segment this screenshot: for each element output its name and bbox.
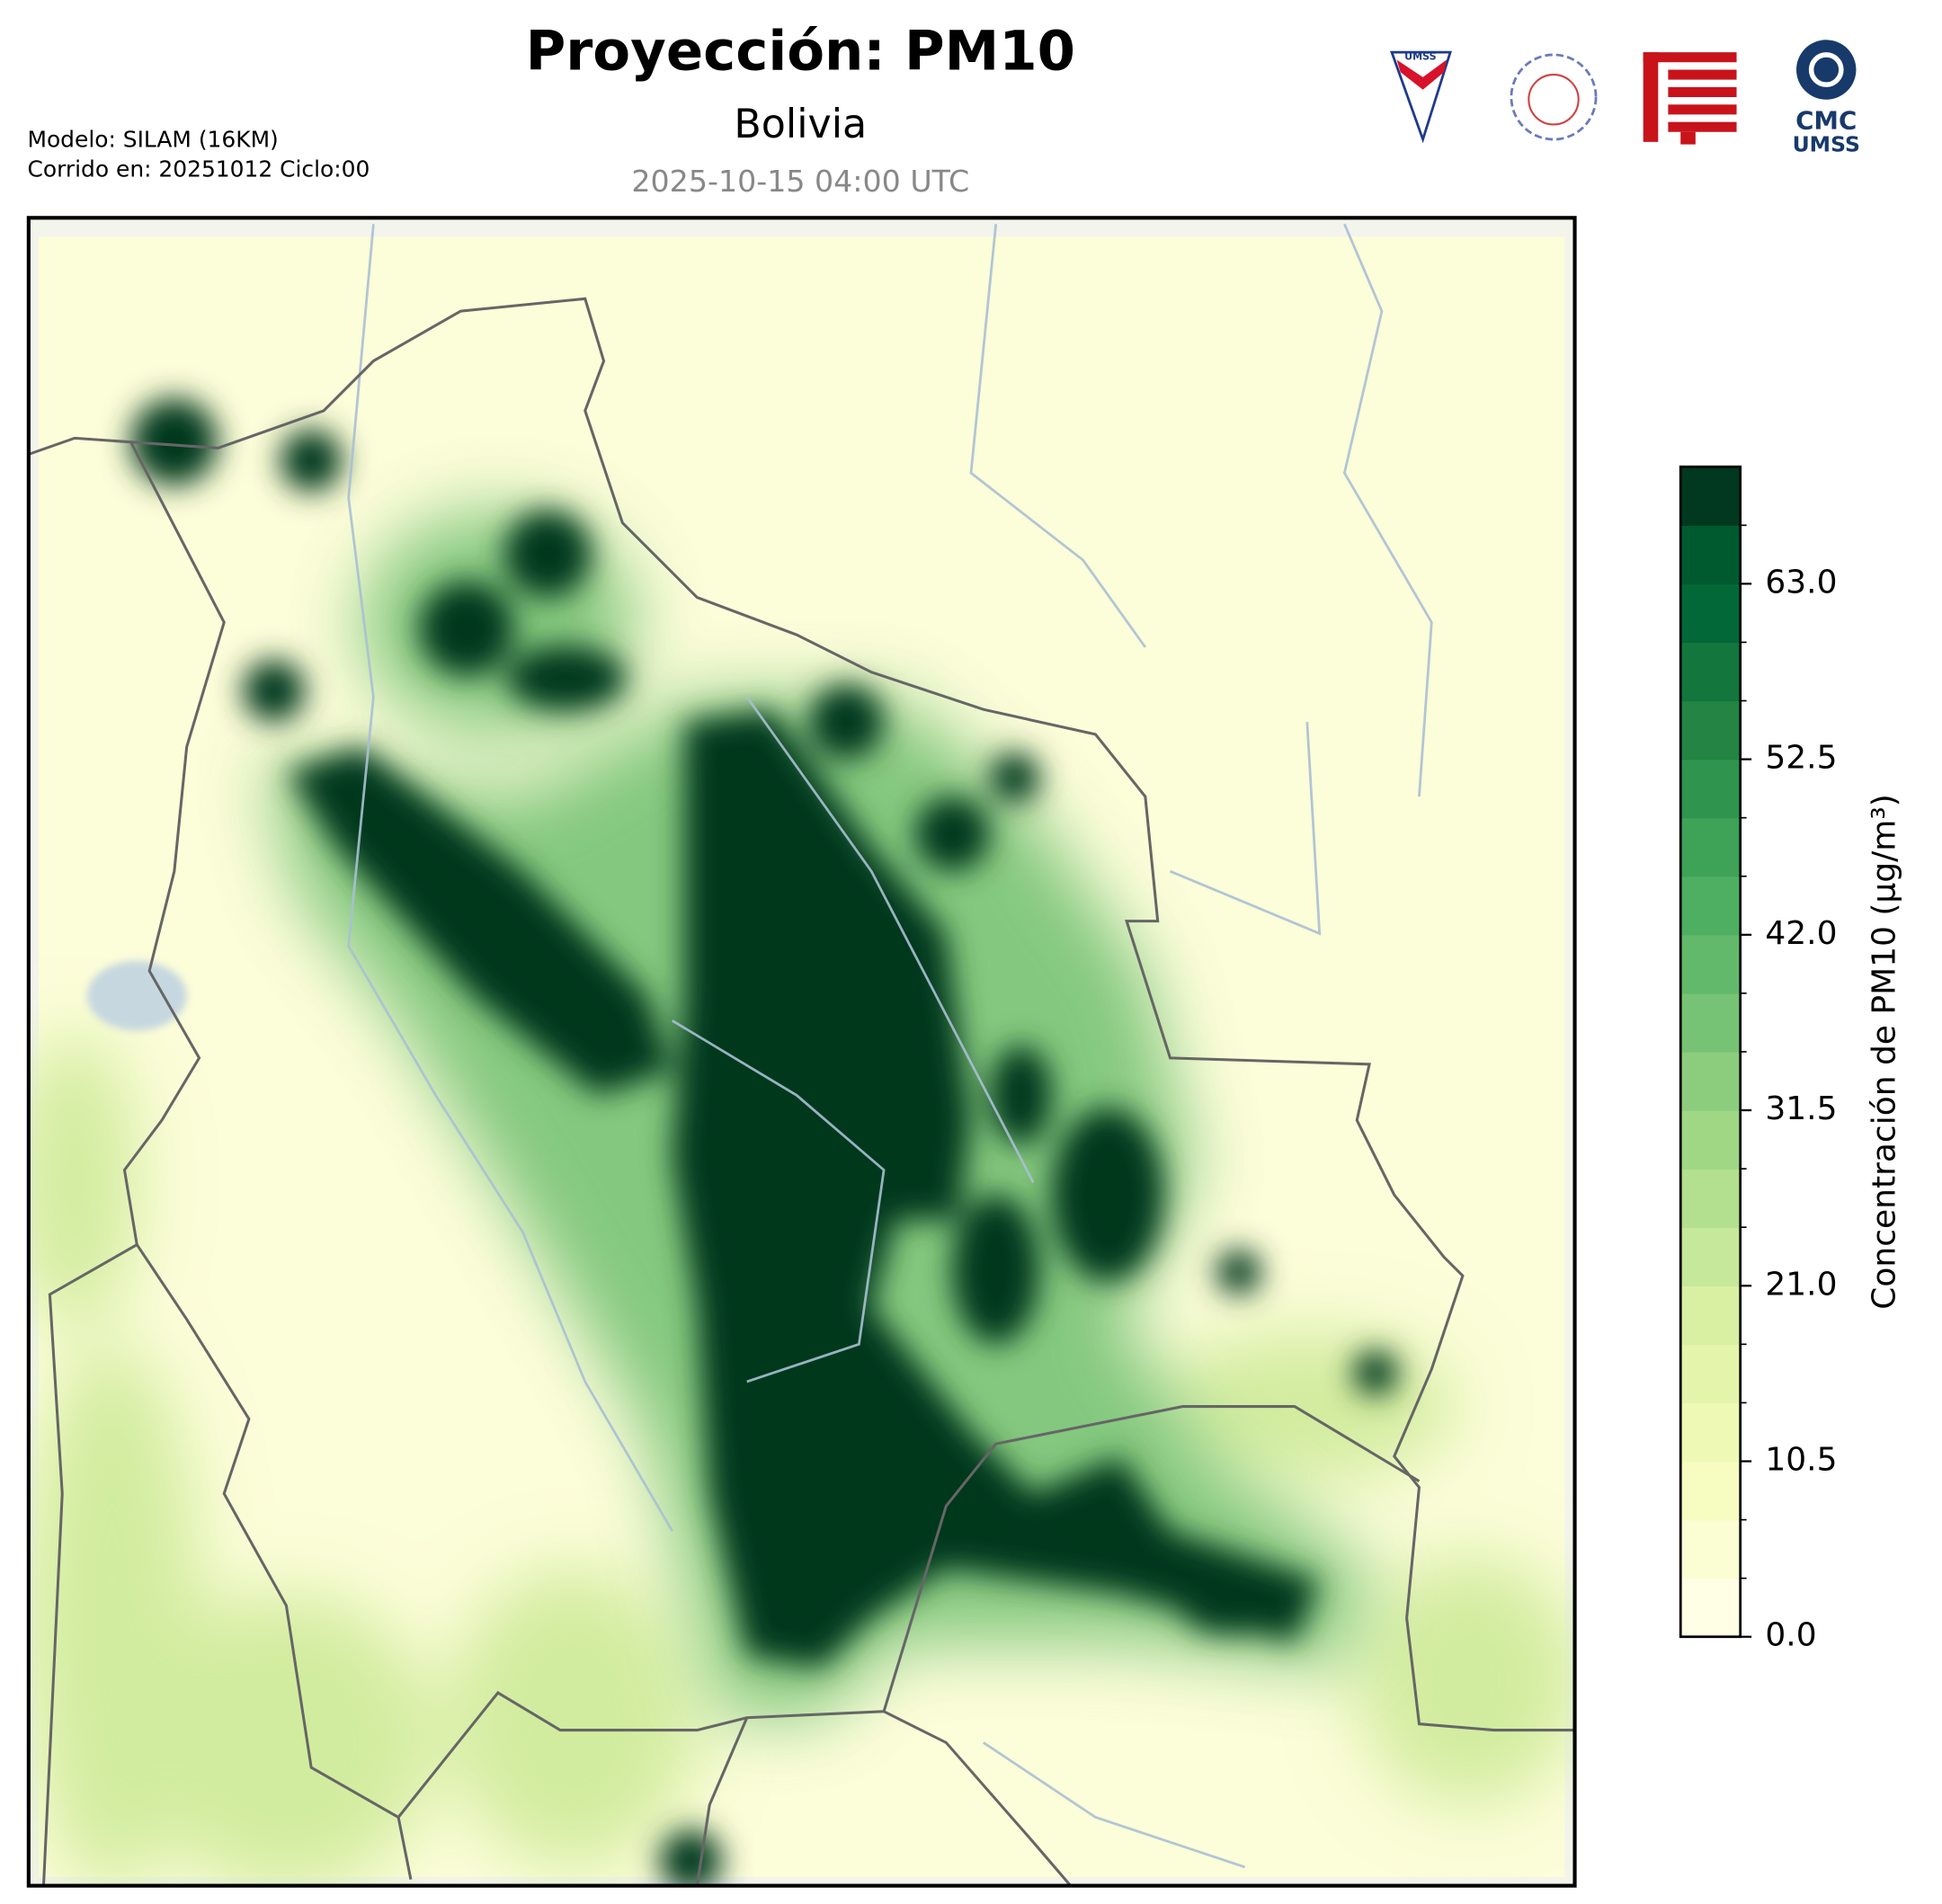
- colorbar-tick-label: 52.5: [1765, 740, 1837, 777]
- colorbar-tick-label: 10.5: [1765, 1442, 1837, 1479]
- colorbar-bin: [1680, 1402, 1741, 1463]
- colorbar-label: Concentración de PM10 (µg/m³): [1866, 794, 1903, 1309]
- colorbar-bin: [1680, 1227, 1741, 1286]
- colorbar-tick-label: 42.0: [1765, 915, 1837, 952]
- colorbar-tick-label: 0.0: [1765, 1617, 1816, 1654]
- colorbar-bin: [1680, 1051, 1741, 1111]
- colorbar-bin: [1680, 1169, 1741, 1228]
- red-logo: [1643, 52, 1737, 145]
- dept-logo-inner: [1528, 74, 1580, 126]
- shield-red: [1396, 59, 1447, 90]
- colorbar-bin: [1680, 467, 1741, 526]
- colorbar-frame: [1679, 465, 1742, 1639]
- colorbar-bin: [1680, 642, 1741, 702]
- colorbar: 0.0 10.5 21.0 31.5 42.0 52.5 63.0: [1679, 465, 1838, 1654]
- cmc-logo: [1796, 40, 1857, 100]
- colorbar-bin: [1680, 992, 1741, 1053]
- cmc-sub: UMSS: [1793, 131, 1860, 156]
- colorbar-bin: [1680, 1519, 1741, 1579]
- colorbar-bin: [1680, 934, 1741, 994]
- colorbar-tick-label: 21.0: [1765, 1266, 1837, 1303]
- valid-time: 2025-10-15 04:00 UTC: [631, 164, 969, 199]
- run-info: Corrido en: 20251012 Ciclo:00: [27, 156, 370, 182]
- colorbar-bin: [1680, 1578, 1741, 1638]
- colorbar-bin: [1680, 1286, 1741, 1346]
- colorbar-bin: [1680, 525, 1741, 585]
- title: Proyección: PM10: [526, 20, 1075, 84]
- subtitle: Bolivia: [734, 102, 867, 147]
- colorbar-tick-label: 63.0: [1765, 564, 1837, 601]
- model-info: Modelo: SILAM (16KM): [27, 126, 278, 152]
- colorbar-bin: [1680, 1461, 1741, 1521]
- rivers: [347, 223, 1433, 1869]
- cmc-logo-ring: [1808, 52, 1844, 87]
- map: [28, 218, 1575, 1886]
- borders: [28, 297, 1575, 1886]
- plume-core: [130, 398, 1398, 1886]
- colorbar-bin: [1680, 1344, 1741, 1404]
- cmc-text: CMC: [1795, 106, 1857, 136]
- colorbar-bin: [1680, 1110, 1741, 1170]
- colorbar-bin: [1680, 817, 1741, 877]
- colorbar-bin: [1680, 876, 1741, 936]
- map-frame: [26, 216, 1577, 1888]
- colorbar-bin: [1680, 700, 1741, 761]
- logos: UMSS CMC UMSS: [1390, 40, 1860, 156]
- lake: [86, 960, 187, 1031]
- dept-logo: [1510, 53, 1598, 141]
- colorbar-bin: [1680, 583, 1741, 644]
- colorbar-tick-label: 31.5: [1765, 1090, 1837, 1127]
- colorbar-bin: [1680, 759, 1741, 819]
- shield-text: UMSS: [1404, 51, 1436, 63]
